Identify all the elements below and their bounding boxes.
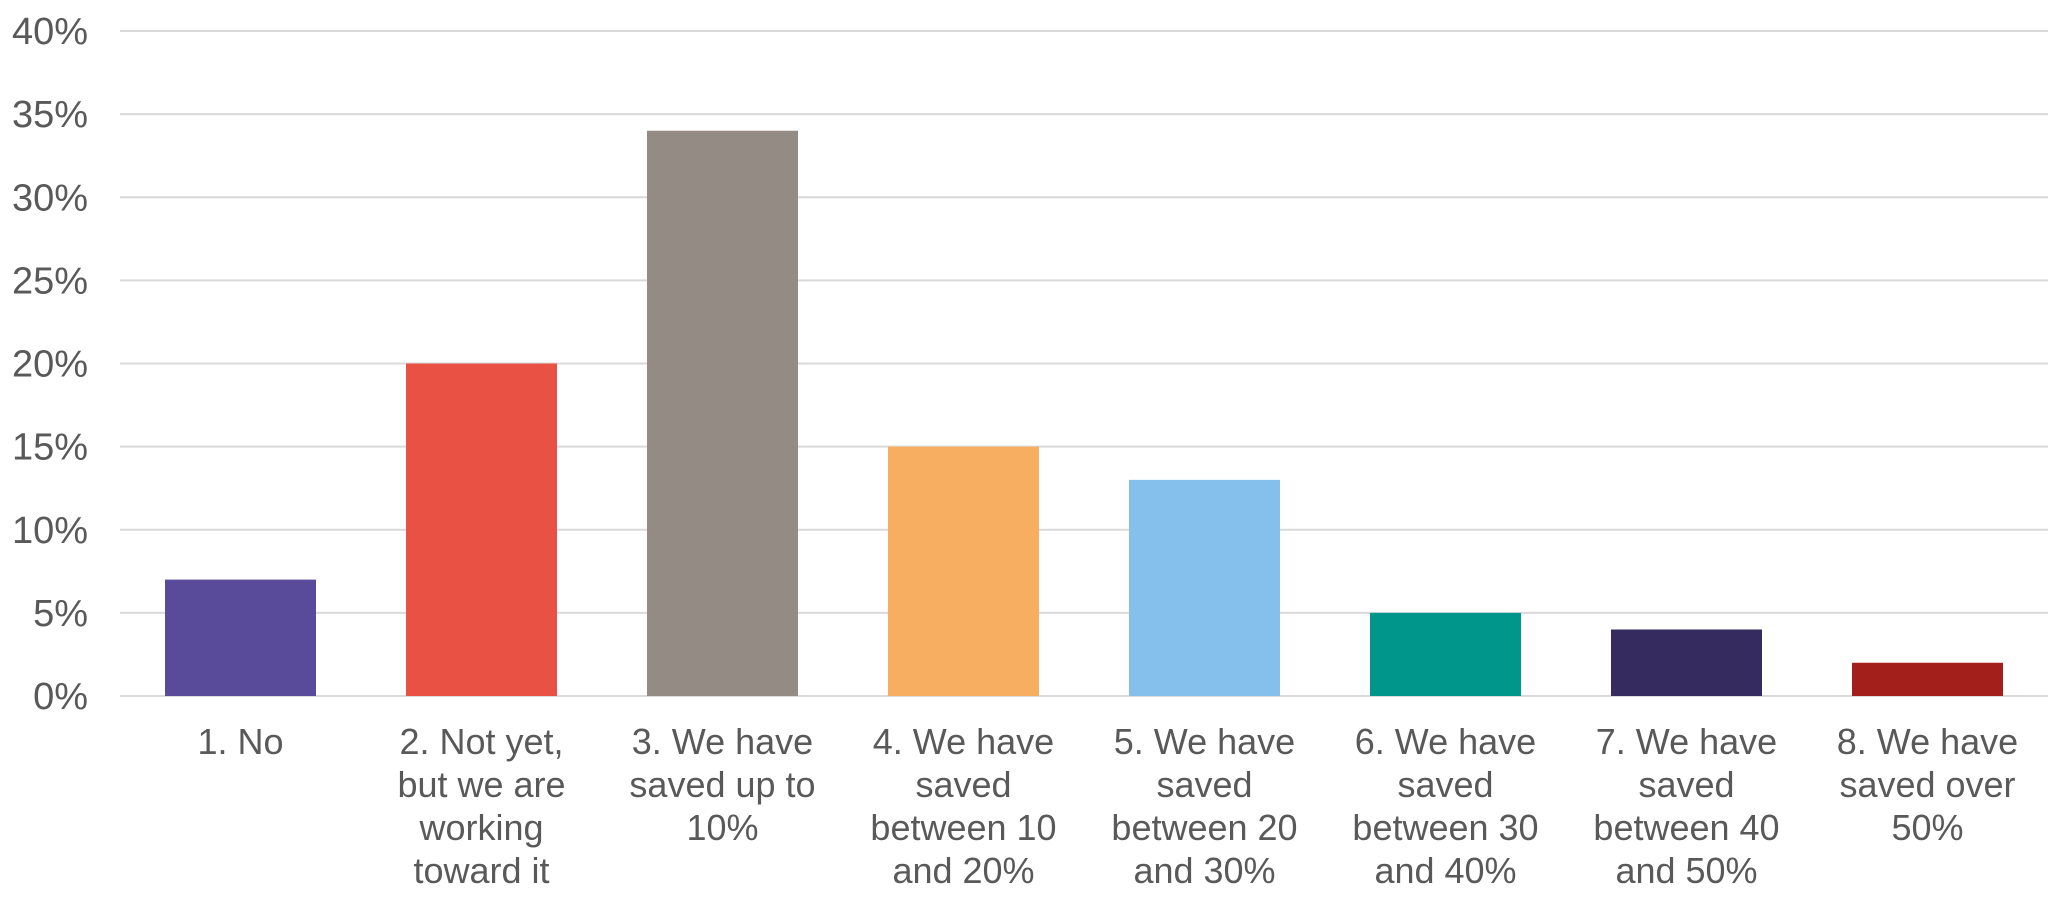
y-tick-label: 30% (12, 177, 88, 219)
bar (888, 446, 1039, 696)
y-tick-label: 35% (12, 94, 88, 136)
y-tick-label: 10% (12, 510, 88, 552)
x-tick-label-line: but we are (397, 764, 565, 805)
bar (647, 130, 798, 696)
y-tick-label: 0% (33, 676, 88, 718)
x-tick-label: 8. We have saved over 50% (1837, 721, 2018, 848)
x-axis-labels: 1. No 2. Not yet, but we are working toward … (197, 721, 2018, 891)
bar (1129, 479, 1280, 696)
y-tick-label: 15% (12, 427, 88, 469)
x-tick-label-line: 1. No (197, 721, 283, 762)
x-tick-label-line: and 40% (1374, 850, 1516, 891)
x-tick-label: 5. We have saved between 20 and 30% (1111, 721, 1297, 891)
x-tick-label-line: 50% (1891, 807, 1963, 848)
x-tick-label-line: 4. We have (873, 721, 1054, 762)
x-tick-label: 2. Not yet, but we are working toward it (397, 721, 565, 891)
x-tick-label-line: between 30 (1352, 807, 1538, 848)
x-tick-label-line: and 20% (892, 850, 1034, 891)
x-tick-label: 3. We have saved up to 10% (629, 721, 815, 848)
x-tick-label-line: 7. We have (1596, 721, 1777, 762)
x-tick-label-line: 2. Not yet, (399, 721, 563, 762)
x-tick-label-line: saved (1397, 764, 1493, 805)
x-tick-label-line: and 50% (1615, 850, 1757, 891)
x-tick-label: 1. No (197, 721, 283, 762)
bar (1370, 612, 1521, 696)
bar (165, 579, 316, 696)
y-tick-label: 25% (12, 260, 88, 302)
y-tick-label: 40% (12, 11, 88, 53)
y-axis-ticks: 0% 5% 10% 15% 20% 25% 30% 35% 40% (12, 11, 88, 718)
x-tick-label-line: between 20 (1111, 807, 1297, 848)
x-tick-label-line: 3. We have (632, 721, 813, 762)
x-tick-label-line: saved up to (629, 764, 815, 805)
bar (1852, 662, 2003, 696)
x-tick-label: 7. We have saved between 40 and 50% (1593, 721, 1779, 891)
x-tick-label-line: 5. We have (1114, 721, 1295, 762)
x-tick-label-line: saved (1156, 764, 1252, 805)
bar (1611, 629, 1762, 696)
x-tick-label-line: 10% (686, 807, 758, 848)
y-tick-label: 5% (33, 593, 88, 635)
x-tick-label-line: toward it (413, 850, 549, 891)
y-tick-label: 20% (12, 344, 88, 386)
x-tick-label-line: and 30% (1133, 850, 1275, 891)
x-tick-label-line: between 40 (1593, 807, 1779, 848)
x-tick-label-line: between 10 (870, 807, 1056, 848)
x-tick-label-line: saved over (1839, 764, 2015, 805)
x-tick-label: 6. We have saved between 30 and 40% (1352, 721, 1538, 891)
x-tick-label-line: saved (1638, 764, 1734, 805)
x-tick-label-line: 6. We have (1355, 721, 1536, 762)
x-tick-label-line: saved (915, 764, 1011, 805)
x-tick-label-line: 8. We have (1837, 721, 2018, 762)
bar (406, 363, 557, 696)
x-tick-label-line: working (418, 807, 543, 848)
x-tick-label: 4. We have saved between 10 and 20% (870, 721, 1056, 891)
bars (165, 130, 2003, 696)
